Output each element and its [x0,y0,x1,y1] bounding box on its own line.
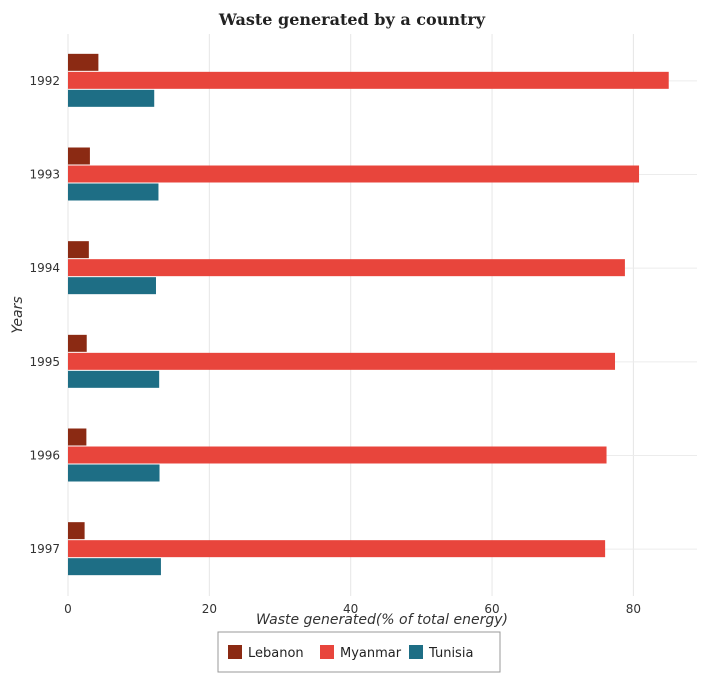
bar-tunisia-1997 [68,558,161,576]
plot-background [68,34,697,596]
bar-lebanon-1995 [68,334,87,352]
bars [68,53,669,576]
bar-lebanon-1994 [68,241,89,259]
x-tick-labels: 0 20 40 60 80 [64,602,641,616]
legend-box [217,631,501,673]
bar-lebanon-1996 [68,428,87,446]
y-axis-title: Years [10,296,26,333]
y-tick-labels: 1992 1993 1994 1995 1996 1997 [29,74,60,556]
bar-lebanon-1993 [68,147,90,165]
legend-swatch-myanmar [320,645,334,659]
legend-swatch-lebanon [228,645,242,659]
bar-tunisia-1993 [68,183,159,201]
y-tick-label: 1992 [29,74,60,88]
bar-myanmar-1995 [68,352,616,370]
legend-swatch-tunisia [409,645,423,659]
x-tick-label: 20 [202,602,217,616]
x-axis-title: Waste generated(% of total energy) [256,612,508,628]
y-tick-label: 1995 [29,355,60,369]
bar-tunisia-1994 [68,277,156,295]
bar-tunisia-1996 [68,464,160,482]
y-tick-label: 1997 [29,542,60,556]
x-tick-label: 0 [64,602,72,616]
bar-myanmar-1996 [68,446,607,464]
bar-myanmar-1997 [68,540,606,558]
bar-tunisia-1995 [68,370,160,388]
bar-lebanon-1992 [68,53,99,71]
y-tick-label: 1996 [29,449,60,463]
y-tick-label: 1993 [29,168,60,182]
x-tick-label: 60 [484,602,499,616]
bar-myanmar-1994 [68,259,625,277]
legend-label-lebanon: Lebanon [248,646,304,661]
bar-myanmar-1992 [68,71,669,89]
chart-title: Waste generated by a country [218,10,486,29]
legend-label-tunisia: Tunisia [428,646,473,661]
bar-tunisia-1992 [68,89,155,107]
legend: Lebanon Myanmar Tunisia [217,631,501,673]
x-tick-label: 40 [343,602,358,616]
y-tick-label: 1994 [29,261,60,275]
legend-label-myanmar: Myanmar [340,646,402,661]
bar-myanmar-1993 [68,165,640,183]
x-tick-label: 80 [626,602,641,616]
bar-lebanon-1997 [68,522,85,540]
